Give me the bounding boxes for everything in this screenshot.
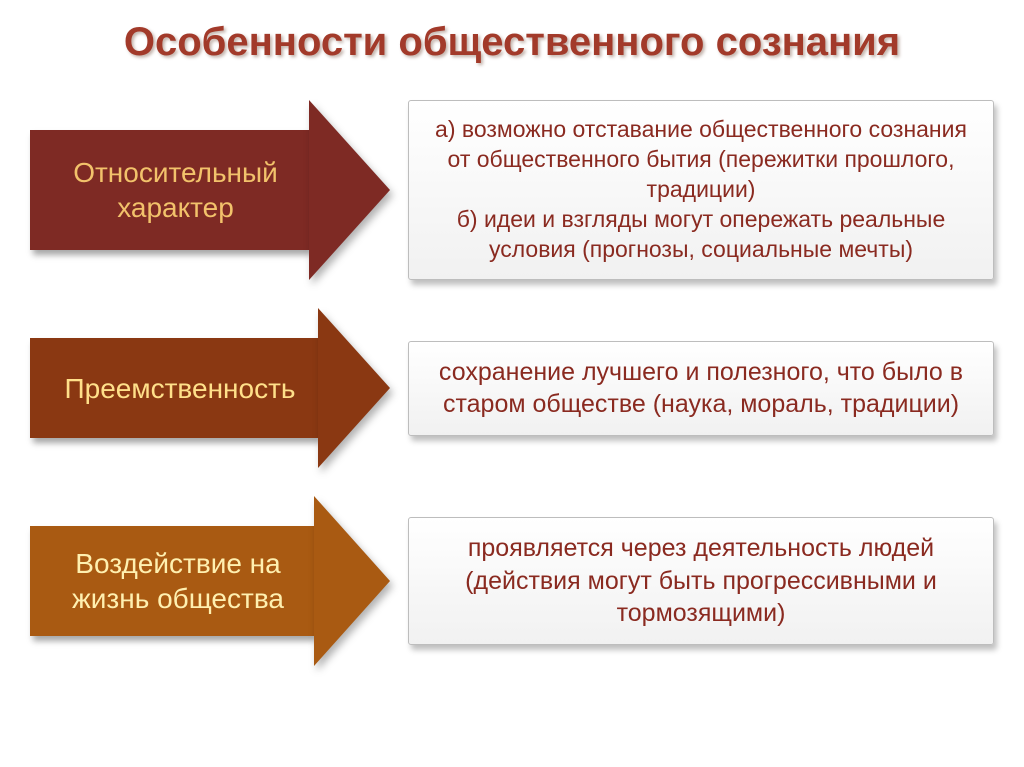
desc-box-2: сохранение лучшего и полезного, что было… bbox=[408, 341, 994, 436]
arrow-3-label: Воздействие на жизнь общества bbox=[54, 546, 302, 616]
feature-row-1: Относительный характер а) возможно отста… bbox=[30, 100, 994, 280]
desc-text-1: а) возможно отставание общественного соз… bbox=[435, 116, 967, 262]
arrow-3-head-icon bbox=[314, 496, 390, 666]
arrow-2-body: Преемственность bbox=[30, 338, 318, 438]
arrow-1-head-icon bbox=[309, 100, 390, 280]
arrow-1: Относительный характер bbox=[30, 100, 390, 280]
feature-row-3: Воздействие на жизнь общества проявляетс… bbox=[30, 496, 994, 666]
arrow-1-body: Относительный характер bbox=[30, 130, 309, 250]
desc-box-1: а) возможно отставание общественного соз… bbox=[408, 100, 994, 279]
page-title: Особенности общественного сознания bbox=[30, 20, 994, 65]
desc-text-2: сохранение лучшего и полезного, что было… bbox=[439, 358, 963, 419]
arrow-1-label: Относительный характер bbox=[54, 155, 297, 225]
feature-row-2: Преемственность сохранение лучшего и пол… bbox=[30, 308, 994, 468]
arrow-2: Преемственность bbox=[30, 308, 390, 468]
arrow-3-body: Воздействие на жизнь общества bbox=[30, 526, 314, 636]
arrow-2-head-icon bbox=[318, 308, 390, 468]
desc-box-3: проявляется через деятельность людей (де… bbox=[408, 517, 994, 645]
arrow-3: Воздействие на жизнь общества bbox=[30, 496, 390, 666]
arrow-2-label: Преемственность bbox=[65, 371, 296, 406]
desc-text-3: проявляется через деятельность людей (де… bbox=[465, 534, 937, 627]
